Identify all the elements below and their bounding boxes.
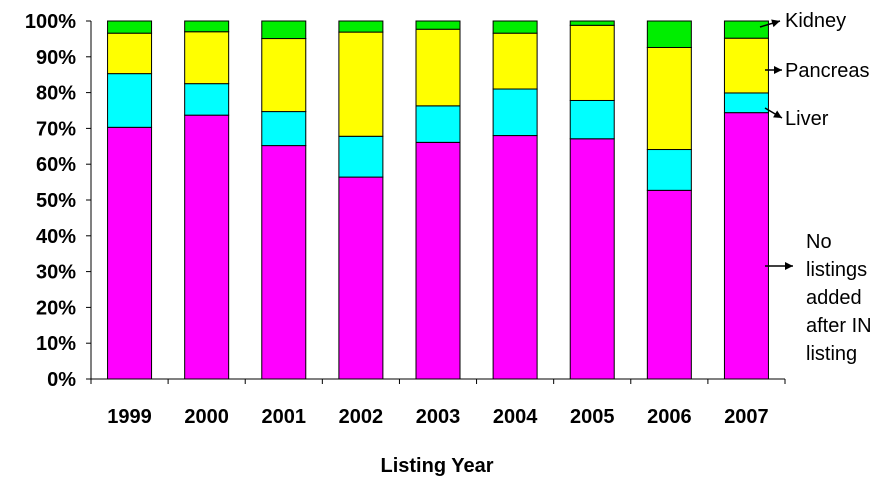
- annotation-liver: Liver: [764, 107, 829, 130]
- annotation-arrowhead: [773, 110, 782, 118]
- bar-segment-pancreas: [415, 28, 461, 107]
- bar-segment-pancreas: [723, 37, 769, 94]
- bar-segment-pancreas: [492, 32, 538, 90]
- bar-segment-no: [415, 141, 461, 380]
- bar-segment-pancreas: [338, 31, 384, 137]
- x-tick-label: 2000: [184, 406, 229, 428]
- y-tick-label: 10%: [36, 333, 76, 355]
- bar-segment-liver: [107, 73, 153, 128]
- y-tick-label: 30%: [36, 262, 76, 284]
- y-tick-label: 20%: [36, 297, 76, 319]
- y-tick-label: 50%: [36, 190, 76, 212]
- bar-segment-kidney: [261, 20, 307, 40]
- annotation-label: after IN: [806, 315, 872, 337]
- x-tick-label: 2005: [570, 406, 615, 428]
- bar-segment-kidney: [723, 20, 769, 39]
- bar-segment-kidney: [107, 20, 153, 34]
- annotation-label: listings: [806, 259, 867, 281]
- y-tick-label: 60%: [36, 154, 76, 176]
- bar-segment-liver: [184, 83, 230, 116]
- bar-segment-no: [723, 112, 769, 380]
- bar-segment-liver: [723, 92, 769, 114]
- x-tick-label: 1999: [107, 406, 152, 428]
- bar-segment-kidney: [646, 20, 692, 48]
- y-tick-labels: 0% 10% 20% 30% 40% 50% 60% 70% 80% 90% 100%: [25, 11, 76, 391]
- bar-segment-pancreas: [569, 24, 615, 101]
- bar-segment-kidney: [492, 20, 538, 34]
- annotation-label: Pancreas: [785, 60, 870, 82]
- bar-segment-no: [492, 135, 538, 380]
- chart-bars: [107, 20, 769, 380]
- x-tick-label: 2007: [724, 406, 769, 428]
- bar-segment-liver: [569, 99, 615, 140]
- y-tick-label: 90%: [36, 47, 76, 69]
- x-tick-label: 2001: [262, 406, 307, 428]
- bar-segment-liver: [646, 149, 692, 191]
- bar-segment-kidney: [569, 20, 615, 26]
- annotation-no: No listings added after IN listing: [765, 231, 872, 365]
- y-tick-label: 100%: [25, 11, 76, 33]
- bar-segment-liver: [261, 111, 307, 147]
- x-axis-label: Listing Year: [380, 455, 493, 477]
- x-tick-label: 2002: [339, 406, 384, 428]
- annotation-kidney: Kidney: [759, 10, 846, 32]
- bar-segment-no: [184, 114, 230, 380]
- bar-segment-pancreas: [261, 38, 307, 113]
- bar-segment-pancreas: [646, 46, 692, 151]
- bar-segment-kidney: [184, 20, 230, 33]
- bar-segment-pancreas: [107, 32, 153, 75]
- bar-segment-no: [569, 138, 615, 380]
- annotation-arrowhead: [771, 19, 780, 28]
- bar-segment-liver: [415, 105, 461, 143]
- x-tick-label: 2004: [493, 406, 538, 428]
- annotation-pancreas: Pancreas: [765, 60, 870, 82]
- annotation-label: No: [806, 231, 832, 253]
- x-tick-label: 2006: [647, 406, 692, 428]
- bar-segment-liver: [492, 88, 538, 137]
- bar-segment-pancreas: [184, 31, 230, 85]
- bar-segment-liver: [338, 135, 384, 178]
- x-tick-labels: 1999 2000 2001 2002 2003 2004 2005 2006 2007: [107, 406, 768, 428]
- annotation-label: added: [806, 287, 862, 309]
- bar-segment-no: [338, 176, 384, 380]
- bar-segment-kidney: [338, 20, 384, 33]
- annotation-label: Liver: [785, 108, 829, 130]
- bar-segment-no: [107, 126, 153, 380]
- y-tick-label: 0%: [47, 369, 76, 391]
- x-tick-label: 2003: [416, 406, 461, 428]
- bar-segment-kidney: [415, 20, 461, 30]
- annotation-label: Kidney: [785, 10, 846, 32]
- y-tick-label: 80%: [36, 83, 76, 105]
- series-annotations: Kidney Pancreas Liver No listings added after …: [759, 10, 872, 365]
- annotation-label: listing: [806, 343, 857, 365]
- annotation-arrowhead: [774, 66, 782, 74]
- y-tick-label: 40%: [36, 226, 76, 248]
- bar-segment-no: [646, 189, 692, 380]
- y-tick-label: 70%: [36, 118, 76, 140]
- annotation-arrowhead: [785, 262, 793, 270]
- bar-segment-no: [261, 145, 307, 380]
